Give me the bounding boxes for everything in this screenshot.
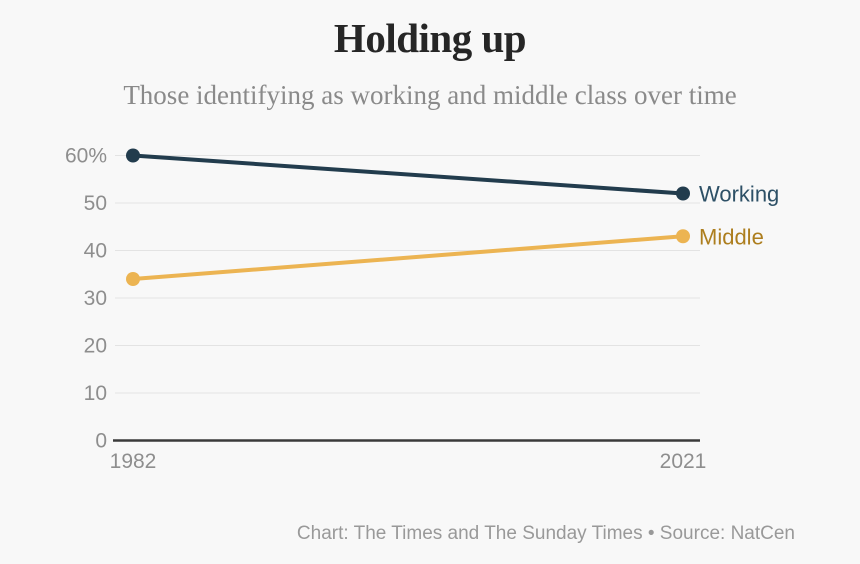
- chart-title: Holding up: [333, 15, 527, 61]
- y-tick-label: 20: [84, 335, 107, 358]
- data-point-middle: [676, 229, 690, 244]
- y-tick-label: 60%: [65, 145, 107, 168]
- y-tick-label: 0: [95, 430, 107, 453]
- y-tick-label: 40: [84, 240, 107, 263]
- series-line-middle: [131, 234, 685, 281]
- data-point-middle: [126, 272, 140, 286]
- chart-subtitle: Those identifying as working and middle …: [123, 80, 737, 110]
- data-point-working: [676, 186, 690, 201]
- series-label-middle: Middle: [699, 224, 764, 249]
- y-tick-label: 10: [84, 382, 107, 405]
- y-tick-label: 30: [84, 287, 107, 310]
- y-tick-label: 50: [84, 192, 107, 215]
- x-tick-label: 2021: [660, 450, 707, 473]
- chart-footer-credit: Chart: The Times and The Sunday Times • …: [296, 523, 795, 544]
- data-point-working: [126, 148, 140, 163]
- series-label-working: Working: [699, 182, 779, 207]
- series-line-working: [131, 153, 685, 196]
- x-tick-label: 1982: [110, 450, 157, 473]
